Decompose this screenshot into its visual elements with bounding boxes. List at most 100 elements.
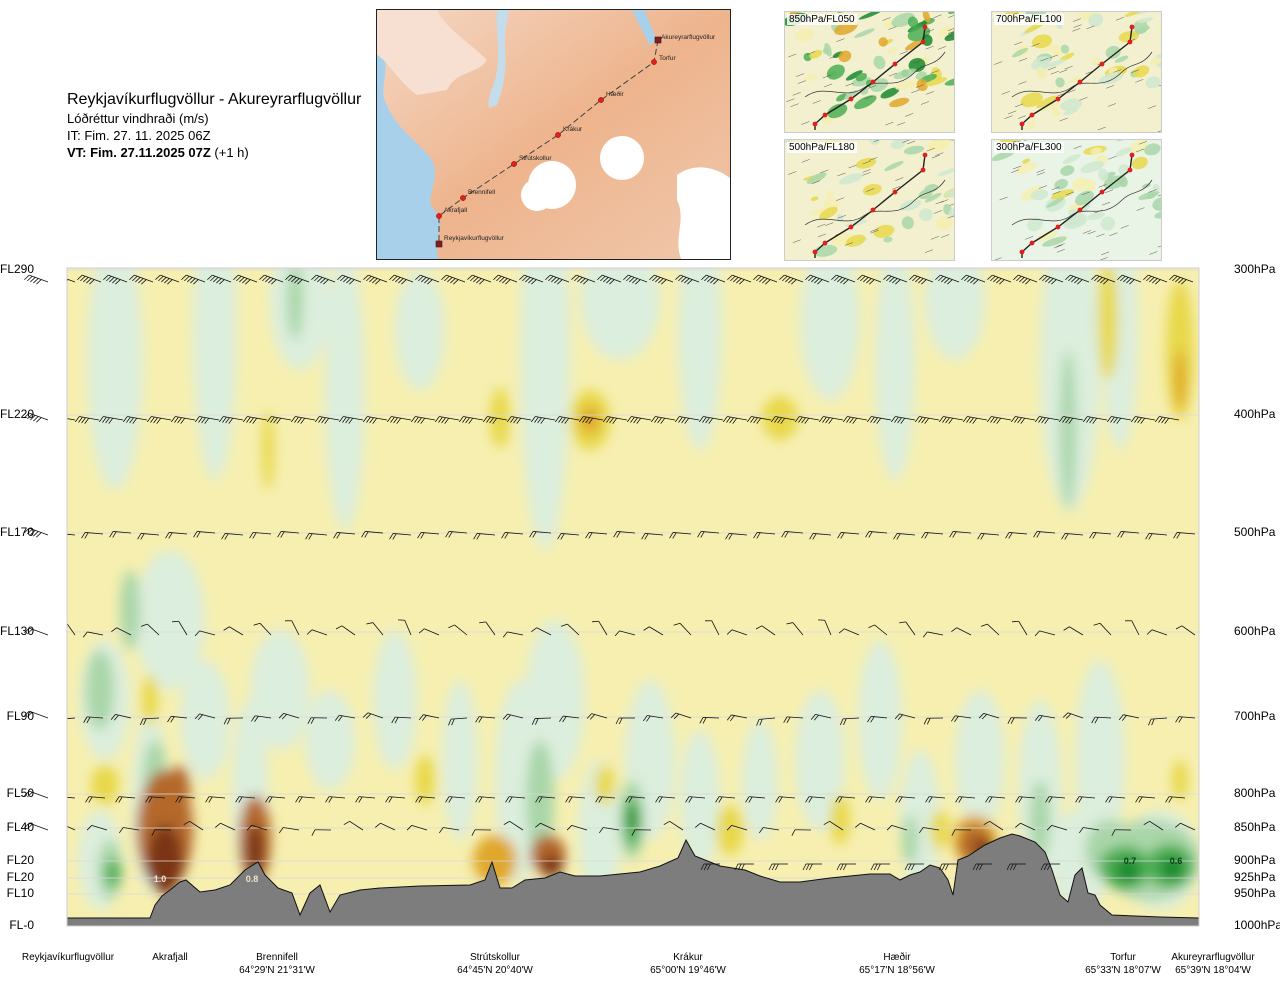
flight-level-label: FL20 — [6, 853, 34, 867]
wind-barb — [1106, 416, 1132, 424]
wind-barb — [1117, 531, 1140, 538]
wind-barb — [361, 531, 384, 538]
wind-barb — [938, 416, 964, 424]
wind-barb — [391, 716, 412, 724]
wind-barb — [557, 533, 580, 540]
value-annotation: 1.0 — [154, 874, 167, 884]
wind-barb — [1045, 796, 1066, 803]
wind-barb — [1105, 796, 1126, 803]
wind-barb — [205, 796, 226, 803]
route-point-label: Hæðir — [606, 90, 625, 98]
wind-barb — [137, 533, 160, 540]
route-point: Strútskollur — [511, 155, 552, 167]
wind-barb — [831, 274, 856, 285]
wind-barb — [631, 829, 652, 836]
wind-barb — [415, 274, 440, 285]
wind-barb — [24, 412, 49, 423]
wind-barb — [571, 274, 596, 285]
wind-barb — [24, 627, 49, 636]
wind-barb — [1006, 863, 1026, 871]
wind-barb — [122, 416, 148, 424]
pressure-level-label: 600hPa — [1234, 624, 1276, 638]
wind-barb — [246, 824, 268, 831]
wind-barb — [805, 796, 826, 803]
pressure-level-label: 925hPa — [1234, 870, 1276, 884]
wind-barb — [305, 533, 328, 540]
left-edge-barbs — [24, 274, 49, 831]
wind-barb — [145, 796, 166, 803]
wind-barb — [802, 863, 822, 871]
route-point-label: Krákur — [563, 126, 583, 133]
wind-barb — [366, 622, 384, 636]
wind-barb — [559, 715, 580, 723]
wind-barb — [467, 274, 492, 285]
wind-barb — [479, 621, 496, 636]
wind-barb — [175, 796, 196, 803]
wind-barb — [1117, 274, 1142, 285]
wind-barb — [595, 796, 616, 803]
wind-barb — [374, 822, 396, 831]
pressure-level-label: 500hPa — [1234, 525, 1276, 539]
wind-barb — [306, 629, 328, 636]
wind-barb — [193, 531, 216, 538]
wind-barb — [83, 716, 104, 724]
pressure-level-label: 950hPa — [1234, 886, 1276, 900]
wind-barb — [334, 714, 356, 722]
wind-barb — [650, 416, 676, 424]
thumbnail-300hpa[interactable]: 300hPa/FL300 — [991, 139, 1162, 261]
valid-time-suffix: (+1 h) — [210, 145, 249, 160]
wind-barb — [151, 829, 172, 836]
wind-barb — [585, 532, 608, 539]
wind-barb — [194, 630, 216, 637]
wind-barb — [775, 796, 796, 803]
wind-barb — [921, 532, 944, 539]
valid-time: VT: Fim. 27.11.2025 07Z (+1 h) — [67, 144, 361, 161]
route-point: Krákur — [555, 126, 583, 138]
wind-barb — [290, 416, 316, 424]
wind-barb — [81, 532, 104, 539]
wind-barb — [1154, 416, 1180, 424]
wind-barb — [886, 824, 908, 831]
wind-barb — [980, 623, 1000, 636]
wind-barb — [867, 715, 888, 723]
wind-barb — [865, 531, 888, 538]
wind-barb — [1046, 824, 1068, 831]
wind-barb — [530, 416, 556, 424]
wind-barb — [597, 274, 622, 285]
route-map: Akureyrarflugvöllur Torfur Hæðir Krákur Strú… — [376, 9, 731, 260]
wind-barb — [389, 274, 414, 285]
wind-barb — [823, 820, 844, 831]
location-coord: 65°17'N 18°56'W — [859, 965, 935, 976]
thumbnail-850hpa[interactable]: 850hPa/FL050 — [784, 11, 955, 133]
wind-barb — [1075, 796, 1096, 803]
wind-barb — [1065, 274, 1090, 285]
wind-barb — [519, 274, 544, 285]
wind-barb — [1174, 822, 1196, 831]
wind-barb — [207, 274, 232, 285]
wind-barb — [1040, 863, 1060, 871]
wind-barb — [722, 416, 748, 424]
wind-barb — [170, 416, 196, 424]
wind-barb — [614, 630, 636, 637]
flight-level-label: FL-0 — [9, 918, 34, 932]
thumbnail-700hpa[interactable]: 700hPa/FL100 — [991, 11, 1162, 133]
wind-barb — [810, 714, 832, 721]
wind-barb — [923, 717, 944, 725]
wind-barb — [779, 274, 804, 285]
wind-barb — [700, 863, 720, 871]
wind-barb — [1125, 620, 1140, 636]
thumbnail-500hpa[interactable]: 500hPa/FL180 — [784, 139, 955, 261]
wind-barb — [663, 820, 684, 831]
thumbnail-label: 500hPa/FL180 — [787, 142, 857, 153]
wind-barb — [333, 532, 356, 539]
wind-barb — [983, 820, 1004, 831]
wind-barb — [86, 824, 108, 831]
wind-barb — [986, 416, 1012, 424]
value-annotation: 0.6 — [1170, 856, 1183, 866]
flight-level-label: FL20 — [6, 870, 34, 884]
wind-barb — [111, 627, 132, 636]
wind-barb — [978, 712, 1000, 720]
wind-barb — [77, 274, 102, 285]
wind-barb — [1005, 532, 1028, 539]
wind-barb — [685, 796, 706, 803]
